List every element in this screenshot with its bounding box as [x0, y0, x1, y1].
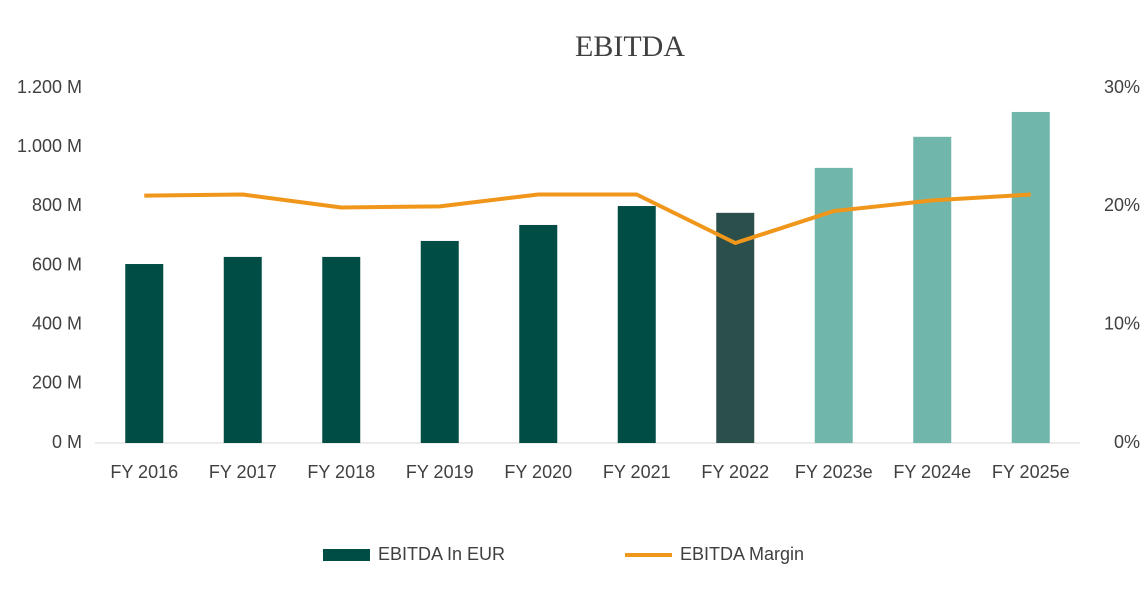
bar	[913, 136, 952, 443]
y-tick-label: 0 M	[52, 432, 82, 452]
x-tick-label: FY 2023e	[795, 462, 873, 482]
x-tick-label: FY 2025e	[992, 462, 1070, 482]
x-tick-label: FY 2022	[701, 462, 769, 482]
y-tick-label: 600 M	[32, 254, 82, 274]
x-tick-label: FY 2018	[307, 462, 375, 482]
bar	[716, 212, 755, 443]
legend-label: EBITDA Margin	[680, 544, 804, 564]
x-tick-label: FY 2024e	[893, 462, 971, 482]
x-tick-label: FY 2016	[110, 462, 178, 482]
y2-tick-label: 20%	[1104, 195, 1140, 215]
x-tick-label: FY 2017	[209, 462, 277, 482]
x-tick-label: FY 2020	[504, 462, 572, 482]
bar	[519, 224, 558, 443]
x-tick-label: FY 2019	[406, 462, 474, 482]
y-tick-label: 1.000 M	[17, 136, 82, 156]
y-tick-label: 200 M	[32, 373, 82, 393]
bar	[617, 206, 656, 443]
y2-tick-label: 10%	[1104, 313, 1140, 333]
chart-title: EBITDA	[575, 30, 685, 63]
legend-swatch	[323, 549, 370, 561]
bar	[125, 264, 164, 443]
y2-tick-label: 0%	[1114, 432, 1140, 452]
x-tick-label: FY 2021	[603, 462, 671, 482]
legend-label: EBITDA In EUR	[378, 544, 505, 564]
bar	[322, 256, 361, 443]
bar	[420, 240, 459, 443]
y-tick-label: 400 M	[32, 313, 82, 333]
bar	[223, 256, 262, 443]
line	[144, 192, 1031, 246]
bar	[1011, 111, 1050, 444]
y-tick-label: 800 M	[32, 195, 82, 215]
y-tick-label: 1.200 M	[17, 77, 82, 97]
y2-tick-label: 30%	[1104, 77, 1140, 97]
